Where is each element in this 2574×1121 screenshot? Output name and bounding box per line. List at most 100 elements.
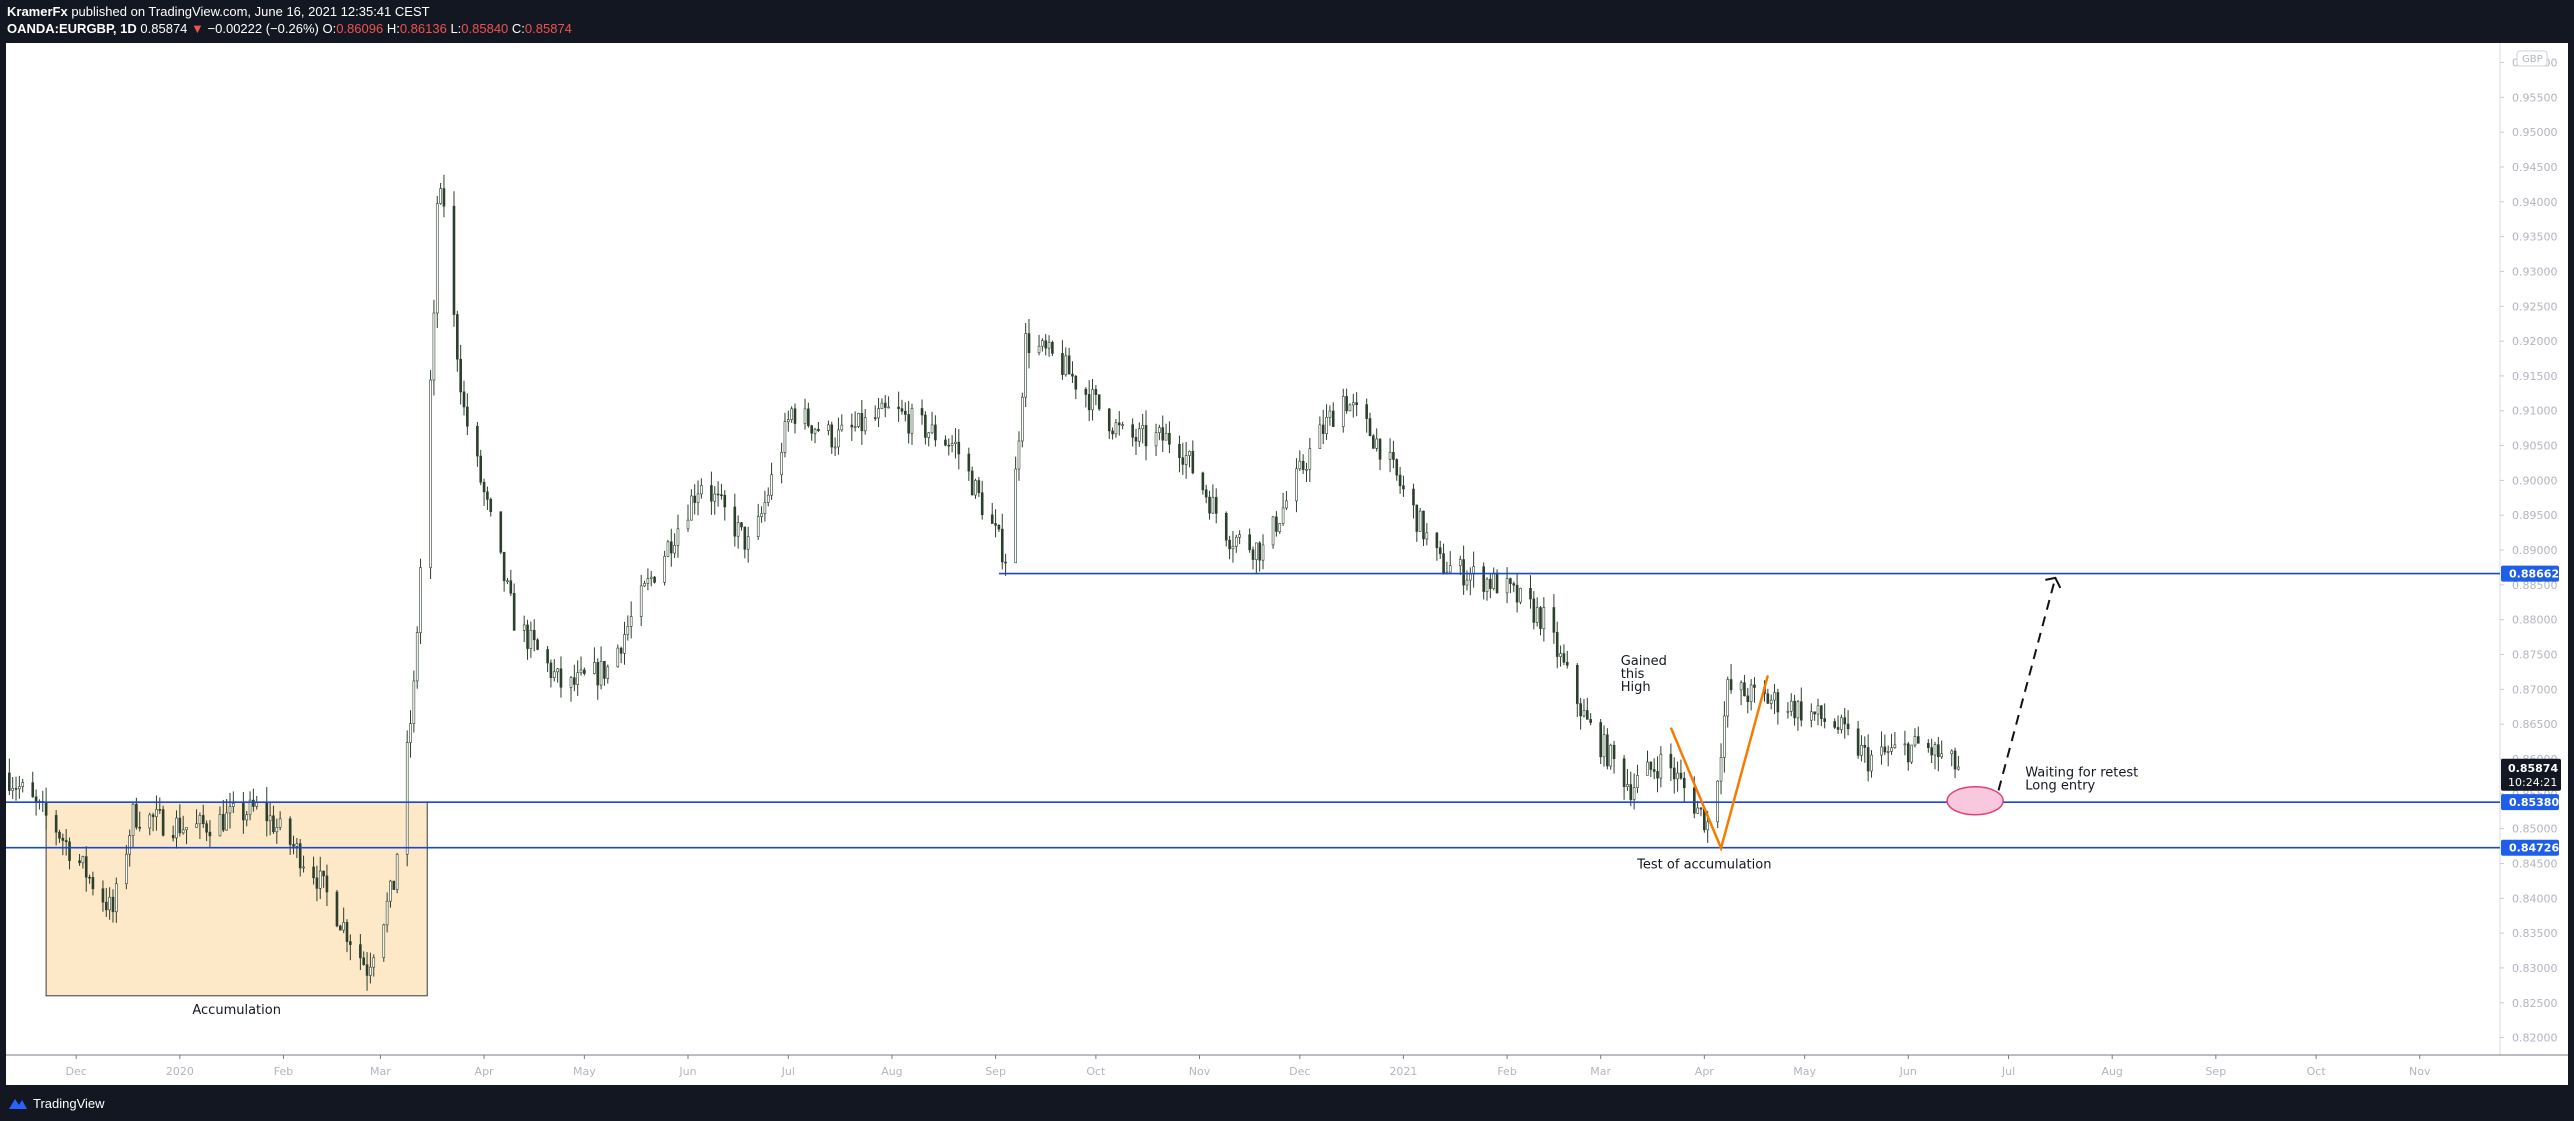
candle-body	[1071, 373, 1074, 377]
candle-body	[1893, 744, 1897, 749]
candle-body	[1492, 572, 1496, 589]
price-tick-label: 0.91000	[2512, 405, 2558, 418]
candle-body	[1840, 717, 1843, 730]
candle-body	[322, 870, 325, 877]
candle-body	[1234, 536, 1238, 547]
ohlc-line: OANDA:EURGBP, 1D 0.85874 ▼ −0.00222 (−0.…	[7, 21, 572, 36]
last-value: 0.85874	[140, 21, 188, 36]
candle-body	[1351, 402, 1355, 406]
author-name[interactable]: KramerFx	[7, 4, 68, 19]
candle-body	[1696, 807, 1699, 814]
candle-body	[1957, 766, 1960, 770]
price-tick-label: 0.89000	[2512, 544, 2558, 557]
candle-body	[1836, 727, 1840, 730]
candle-body	[1910, 744, 1913, 763]
price-tick-label: 0.83000	[2512, 962, 2558, 975]
candle-body	[1786, 710, 1790, 713]
candle-body	[1890, 747, 1893, 752]
candle-body	[1509, 578, 1512, 584]
gained-high-label: High	[1621, 680, 1651, 695]
candle-body	[1087, 394, 1091, 411]
candle-body	[1285, 500, 1288, 509]
candle-body	[1328, 410, 1332, 418]
candle-body	[1231, 545, 1235, 550]
price-tick-label: 0.84500	[2512, 857, 2558, 870]
candle-body	[31, 782, 35, 798]
candle-body	[1632, 787, 1636, 800]
candle-body	[997, 525, 1001, 530]
candle-body	[994, 523, 997, 526]
candle-body	[195, 823, 198, 828]
candle-body	[817, 428, 820, 431]
candle-body	[462, 391, 466, 408]
candle-body	[603, 661, 606, 679]
candle-body	[151, 814, 155, 818]
candle-body	[1927, 743, 1930, 748]
candle-body	[1117, 422, 1121, 426]
candle-body	[897, 406, 900, 409]
time-tick-label: Nov	[2409, 1065, 2431, 1078]
publish-line: KramerFx published on TradingView.com, J…	[7, 4, 430, 19]
candle-body	[1679, 772, 1683, 779]
candle-body	[1298, 460, 1302, 470]
tradingview-brand[interactable]: TradingView	[33, 1096, 105, 1111]
candle-body	[947, 444, 951, 447]
candle-body	[857, 413, 860, 427]
candle-body	[1154, 432, 1158, 447]
candle-body	[1425, 532, 1429, 540]
candle-body	[1799, 701, 1803, 721]
candle-body	[830, 424, 834, 448]
time-tick-label: Feb	[274, 1065, 293, 1078]
candle-body	[1682, 777, 1686, 789]
candle-body	[1248, 534, 1251, 551]
price-tick-label: 0.94000	[2512, 196, 2558, 209]
gained-high-label: Gained	[1621, 654, 1667, 669]
candle-body	[502, 551, 506, 582]
candle-body	[1131, 424, 1134, 438]
candle-body	[1816, 705, 1820, 715]
candle-body	[593, 662, 596, 674]
candle-body	[853, 426, 857, 428]
candle-body	[339, 925, 342, 931]
candle-body	[372, 957, 376, 968]
candle-body	[349, 941, 352, 945]
time-tick-label: Jun	[678, 1065, 696, 1078]
price-chart[interactable]: 0.960000.955000.950000.945000.940000.935…	[6, 43, 2568, 1085]
candle-body	[700, 485, 703, 495]
time-tick-label: Dec	[66, 1065, 87, 1078]
price-tick-label: 0.86500	[2512, 718, 2558, 731]
candle-body	[54, 815, 58, 833]
candle-body	[1542, 607, 1546, 629]
candle-body	[1646, 761, 1649, 776]
candle-body	[395, 853, 399, 890]
candle-body	[1753, 684, 1756, 688]
candle-body	[1318, 424, 1322, 449]
candle-body	[1188, 451, 1191, 456]
candle-body	[482, 481, 486, 493]
candle-body	[873, 417, 877, 419]
candle-body	[1766, 693, 1770, 704]
candle-body	[1933, 744, 1937, 756]
currency-label-box	[2516, 50, 2548, 67]
candle-body	[44, 801, 48, 816]
projection-arrow-line	[1997, 577, 2057, 791]
candle-body	[1402, 485, 1405, 490]
price-tick-label: 0.82000	[2512, 1032, 2558, 1045]
candle-body	[1937, 744, 1940, 758]
candle-body	[1111, 430, 1114, 435]
candle-body	[1422, 510, 1425, 540]
candle-body	[201, 815, 205, 824]
candle-body	[318, 870, 322, 889]
symbol-label: OANDA:EURGBP, 1D	[7, 21, 137, 36]
candle-body	[342, 922, 345, 931]
candle-body	[1793, 700, 1796, 719]
candle-body	[833, 446, 837, 449]
high-label: H:	[386, 21, 400, 36]
candle-body	[185, 827, 188, 831]
chart-area[interactable]: 0.960000.955000.950000.945000.940000.935…	[6, 43, 2568, 1085]
price-tick-label: 0.88500	[2512, 579, 2558, 592]
price-tick-label: 0.85000	[2512, 823, 2558, 836]
tradingview-logo-icon[interactable]	[8, 1095, 28, 1114]
candle-body	[1906, 743, 1910, 763]
candle-body	[1017, 440, 1021, 470]
